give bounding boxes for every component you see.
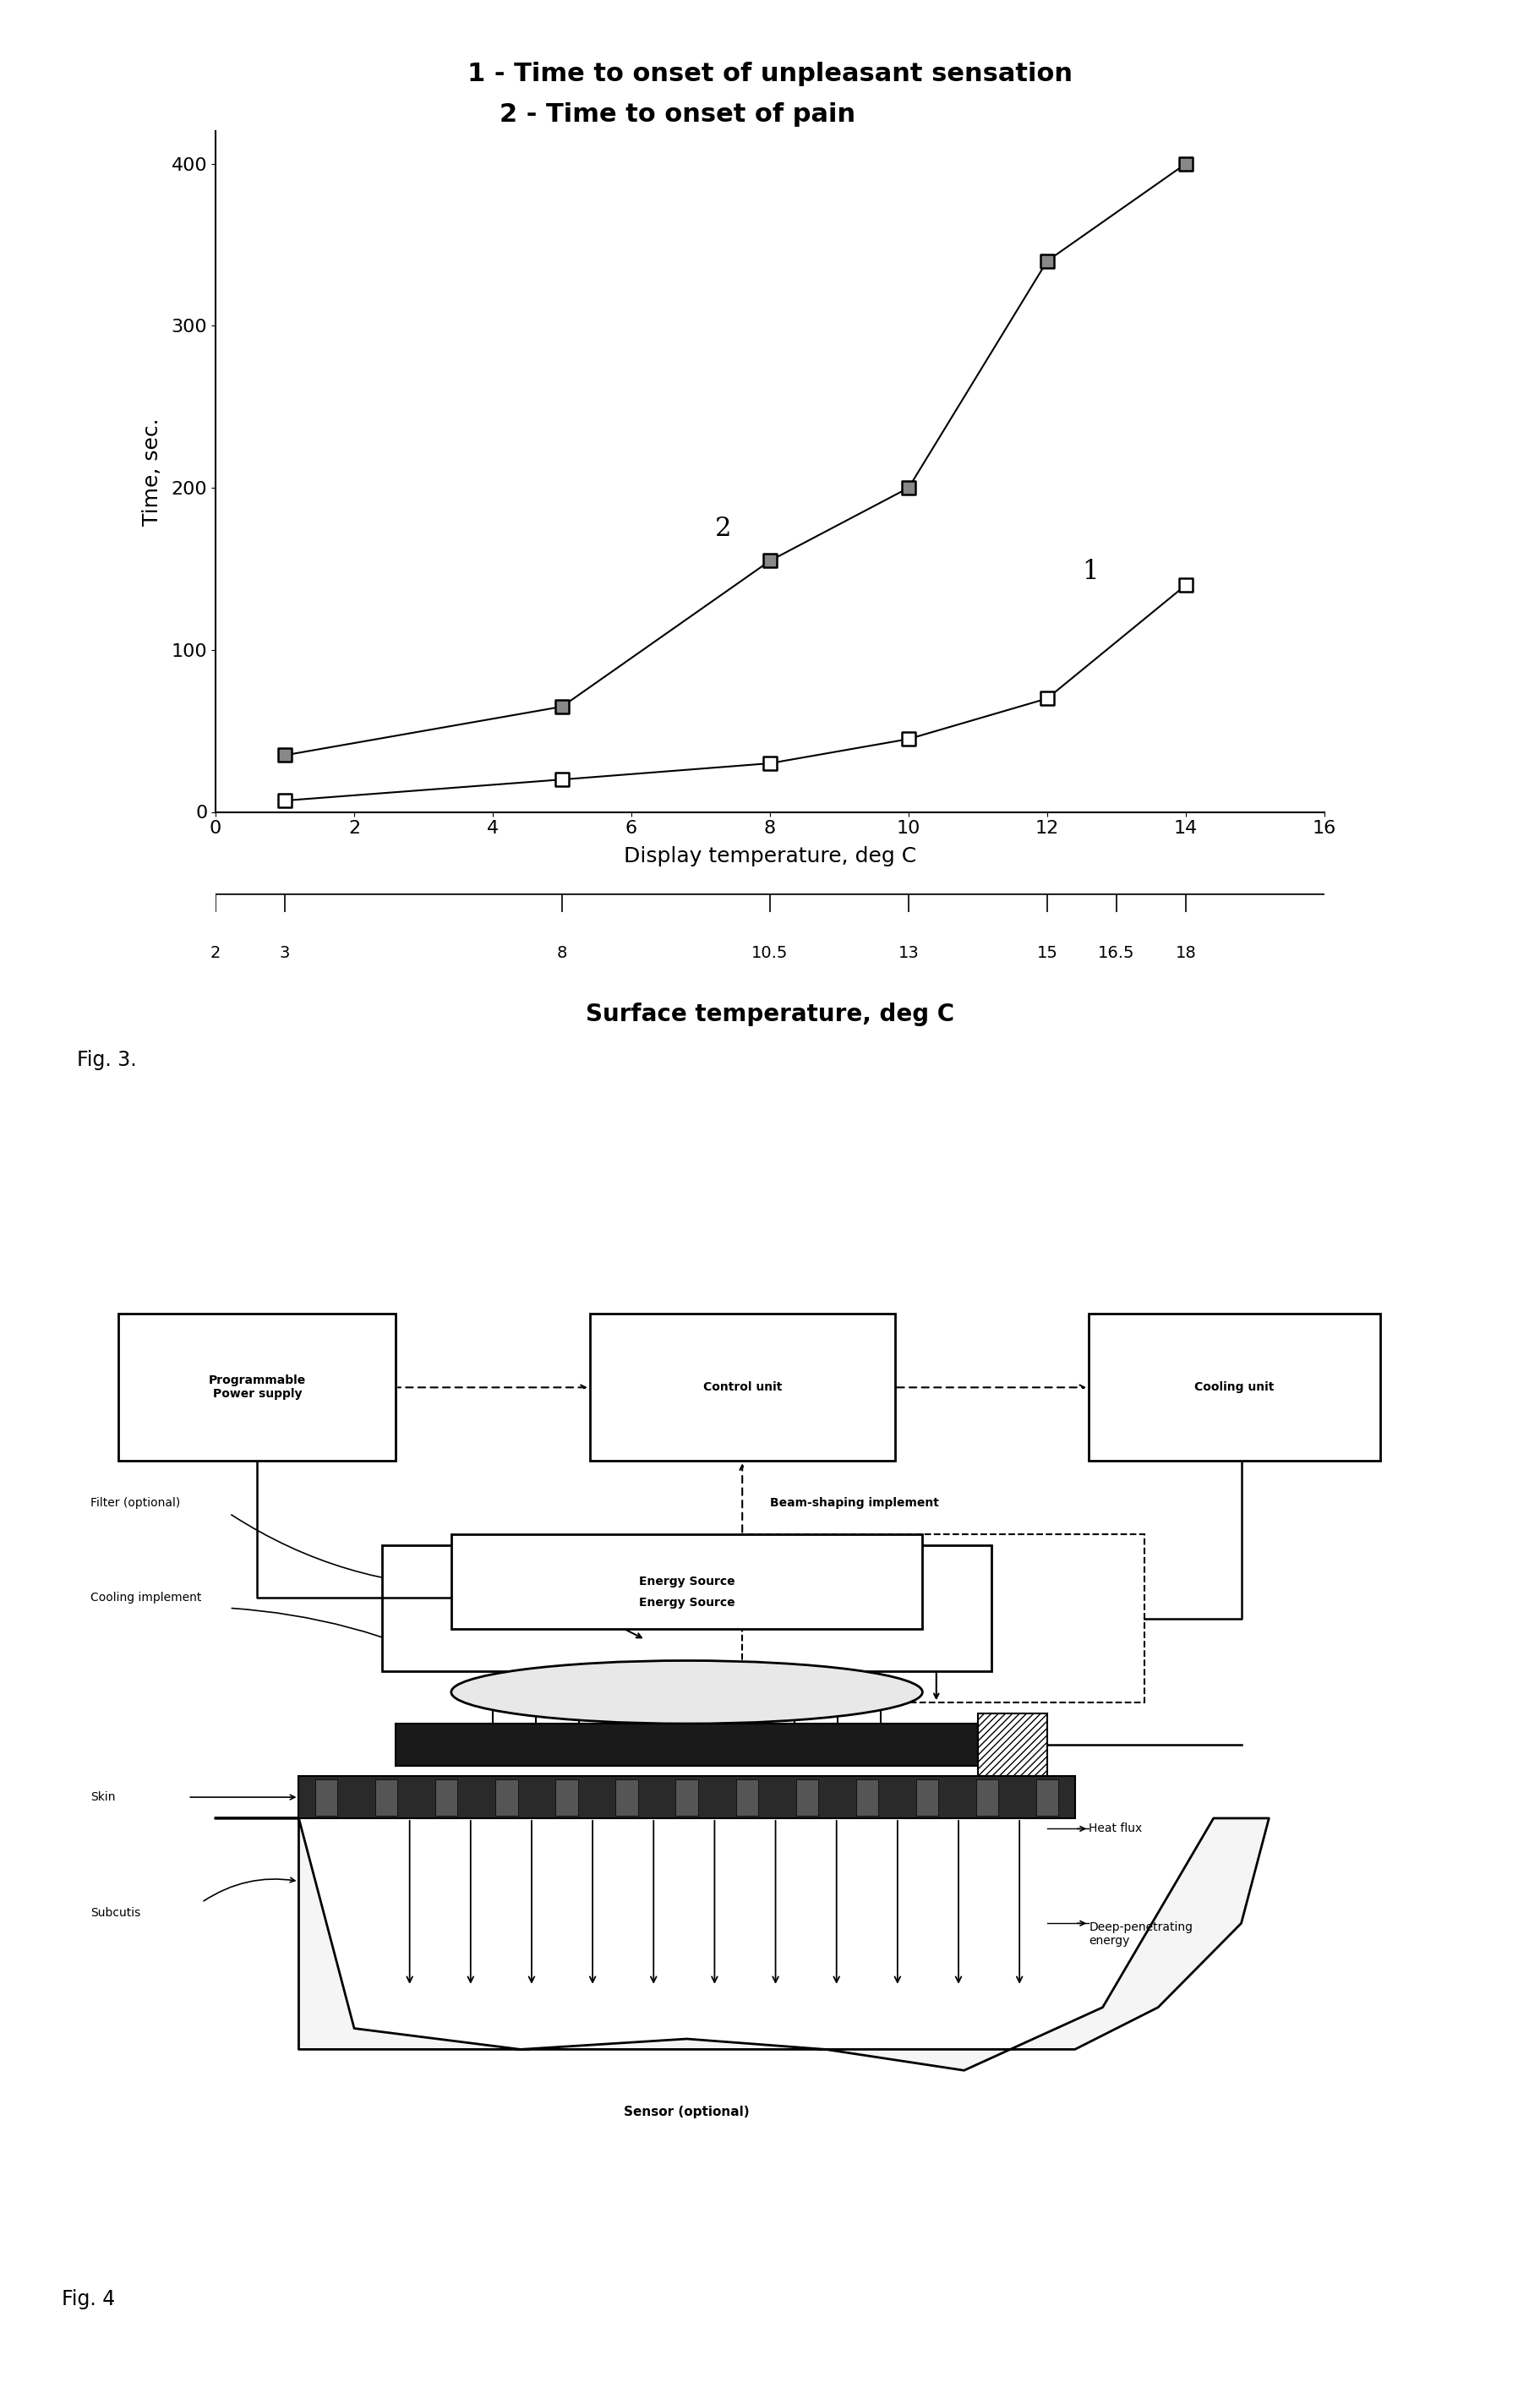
Point: [896, 468, 921, 506]
Text: Fig. 4: Fig. 4: [62, 2290, 115, 2309]
Text: Filter (optional): Filter (optional): [91, 1497, 180, 1509]
Bar: [396, 1724, 978, 1765]
Bar: [736, 1779, 758, 1817]
Y-axis label: Time, sec.: Time, sec.: [142, 418, 162, 525]
Bar: [376, 1779, 397, 1817]
Point: [1035, 678, 1060, 716]
Bar: [742, 1535, 1144, 1703]
Text: Heat flux: Heat flux: [1089, 1822, 1143, 1834]
Bar: [436, 1779, 457, 1817]
Text: Deep-penetrating
energy: Deep-penetrating energy: [1089, 1920, 1194, 1946]
Text: Sensor (optional): Sensor (optional): [624, 2106, 750, 2118]
Bar: [978, 1712, 1047, 1777]
Bar: [119, 1313, 396, 1461]
Point: [273, 736, 297, 774]
Text: 16.5: 16.5: [1098, 946, 1135, 960]
Bar: [316, 1779, 337, 1817]
Bar: [556, 1779, 578, 1817]
Bar: [796, 1779, 818, 1817]
X-axis label: Display temperature, deg C: Display temperature, deg C: [624, 845, 916, 867]
Text: 1: 1: [1081, 559, 1098, 585]
Bar: [496, 1779, 517, 1817]
Bar: [616, 1779, 638, 1817]
Text: 10.5: 10.5: [752, 946, 788, 960]
Bar: [916, 1779, 938, 1817]
Text: Programmable: Programmable: [208, 1375, 306, 1387]
Polygon shape: [216, 1817, 1269, 2070]
Text: Beam-shaping implement: Beam-shaping implement: [770, 1497, 939, 1509]
Text: 18: 18: [1175, 946, 1197, 960]
Bar: [1036, 1779, 1058, 1817]
Text: Cooling unit: Cooling unit: [1195, 1383, 1274, 1392]
Text: Energy Source: Energy Source: [639, 1598, 735, 1610]
Bar: [856, 1779, 878, 1817]
Text: Subcutis: Subcutis: [91, 1908, 142, 1918]
Point: [1173, 146, 1198, 184]
Text: Control unit: Control unit: [702, 1383, 782, 1392]
Ellipse shape: [451, 1660, 922, 1724]
Bar: [382, 1545, 992, 1672]
Text: 2 - Time to onset of pain: 2 - Time to onset of pain: [499, 103, 856, 127]
Bar: [676, 1779, 698, 1817]
Point: [758, 745, 782, 783]
Text: Energy Source: Energy Source: [639, 1576, 735, 1588]
Point: [1035, 241, 1060, 279]
Text: 1 - Time to onset of unpleasant sensation: 1 - Time to onset of unpleasant sensatio…: [468, 62, 1072, 86]
Bar: [976, 1779, 998, 1817]
Point: [550, 688, 574, 726]
Bar: [1089, 1313, 1380, 1461]
Bar: [299, 1777, 1075, 1817]
Point: [550, 759, 574, 798]
Text: 8: 8: [557, 946, 567, 960]
Text: 2: 2: [715, 516, 732, 542]
Point: [758, 542, 782, 580]
Text: Cooling implement: Cooling implement: [91, 1593, 202, 1602]
Point: [896, 719, 921, 757]
Text: 3: 3: [280, 946, 290, 960]
Point: [273, 781, 297, 819]
Text: 13: 13: [898, 946, 919, 960]
Text: 15: 15: [1036, 946, 1058, 960]
Text: Power supply: Power supply: [213, 1387, 302, 1399]
Text: Surface temperature, deg C: Surface temperature, deg C: [585, 1003, 955, 1027]
Text: Skin: Skin: [91, 1791, 115, 1803]
Bar: [451, 1535, 922, 1629]
Point: [1173, 566, 1198, 604]
Text: Fig. 3.: Fig. 3.: [77, 1051, 137, 1070]
Text: 2: 2: [211, 946, 220, 960]
Bar: [590, 1313, 895, 1461]
